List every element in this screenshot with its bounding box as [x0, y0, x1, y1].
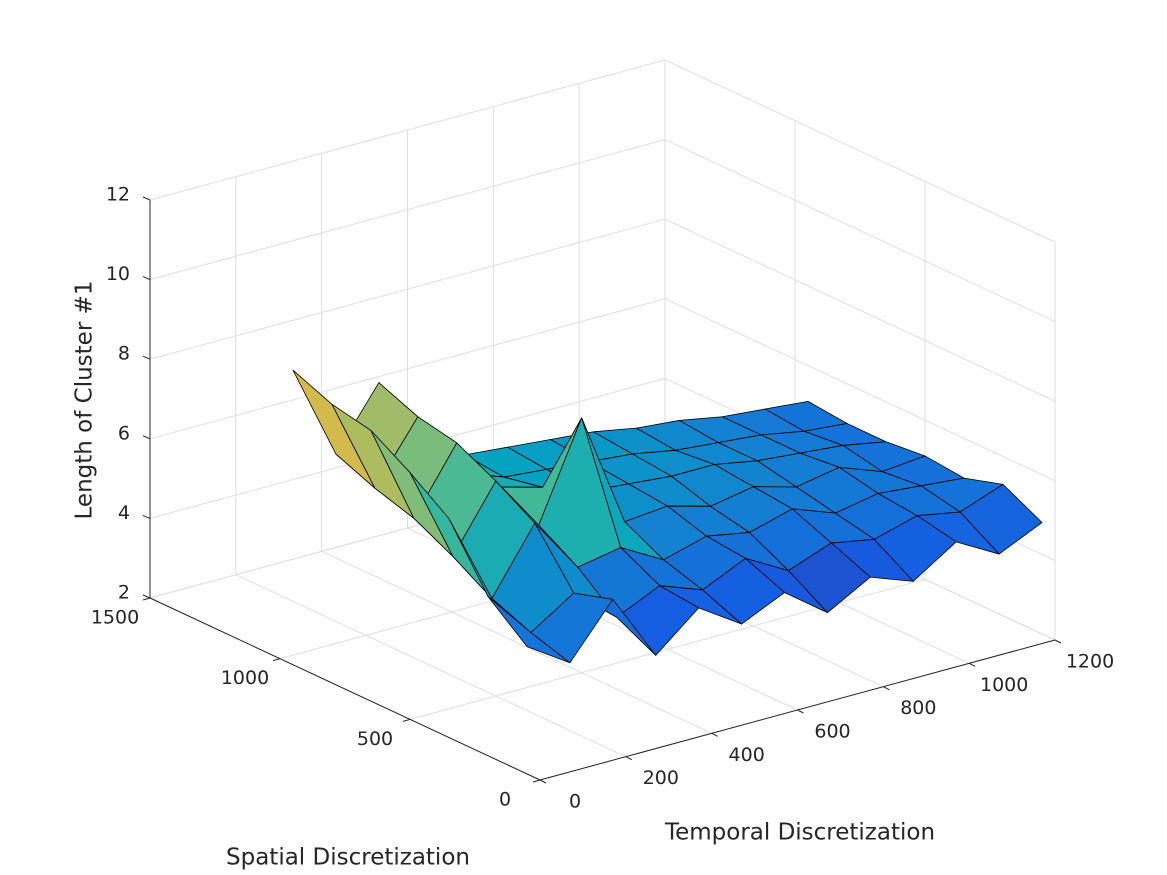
grid-line [664, 298, 1056, 482]
x-tick [883, 686, 890, 691]
z-tick [142, 435, 151, 440]
x-axis-label: Temporal Discretization [664, 820, 935, 846]
y-tick [142, 597, 151, 601]
grid-line [664, 59, 1056, 243]
grid-line [149, 139, 666, 281]
y-tick [402, 718, 411, 722]
grid-line [664, 218, 1056, 402]
z-tick-label: 12 [106, 184, 130, 206]
grid-line [149, 298, 666, 440]
x-tick [797, 709, 804, 714]
y-tick-label: 1000 [221, 667, 269, 689]
z-axis-label: Length of Cluster #1 [72, 281, 98, 520]
z-tick-label: 8 [118, 343, 130, 365]
z-tick-label: 6 [118, 422, 130, 444]
surface-patch [487, 596, 571, 664]
x-tick [539, 779, 547, 784]
z-tick [142, 196, 151, 201]
y-tick [272, 658, 281, 662]
grid-line [149, 59, 666, 201]
y-axis-label: Spatial Discretization [226, 845, 470, 871]
grid-line [235, 574, 627, 758]
x-tick [711, 732, 718, 737]
z-tick [142, 276, 151, 281]
x-tick-label: 400 [729, 744, 765, 766]
z-tick-label: 10 [106, 263, 130, 285]
x-tick-label: 0 [569, 791, 581, 813]
y-tick-label: 0 [499, 789, 511, 811]
grid-line [149, 218, 666, 360]
x-tick [1054, 639, 1062, 644]
x-tick [625, 756, 633, 761]
x-tick-label: 1200 [1066, 651, 1114, 673]
z-tick [142, 594, 151, 599]
z-tick-label: 2 [118, 582, 130, 604]
x-tick-label: 600 [814, 721, 850, 743]
z-tick [142, 355, 151, 360]
x-tick-label: 800 [900, 697, 936, 719]
z-tick-label: 4 [118, 502, 130, 524]
y-axis [149, 597, 541, 781]
y-tick [532, 779, 541, 783]
grid-line [664, 139, 1056, 323]
x-tick [968, 662, 976, 667]
z-tick [142, 514, 151, 519]
y-tick-label: 500 [357, 728, 393, 750]
grid-line [321, 550, 712, 734]
y-tick-label: 1500 [91, 607, 139, 629]
x-tick-label: 1000 [980, 674, 1028, 696]
x-tick-label: 200 [643, 767, 679, 789]
